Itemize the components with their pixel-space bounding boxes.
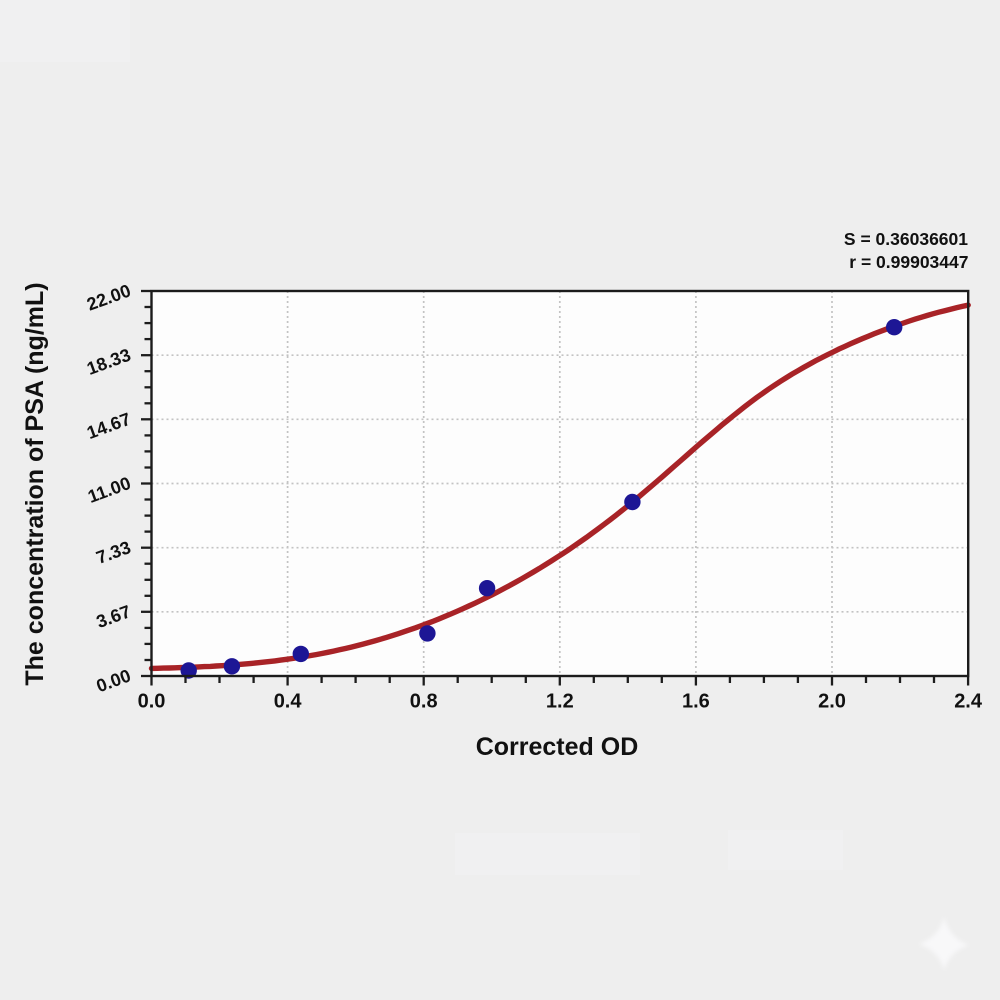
svg-text:1.6: 1.6 bbox=[682, 691, 710, 713]
svg-text:Corrected OD: Corrected OD bbox=[476, 733, 639, 761]
svg-text:0.0: 0.0 bbox=[138, 691, 166, 713]
svg-text:r = 0.99903447: r = 0.99903447 bbox=[849, 252, 968, 272]
svg-text:2.4: 2.4 bbox=[954, 691, 983, 713]
svg-text:0.4: 0.4 bbox=[274, 691, 303, 713]
svg-text:1.2: 1.2 bbox=[546, 691, 574, 713]
svg-text:0.8: 0.8 bbox=[410, 691, 438, 713]
svg-text:S = 0.36036601: S = 0.36036601 bbox=[844, 229, 968, 249]
svg-text:The concentration of PSA (ng/m: The concentration of PSA (ng/mL) bbox=[21, 282, 49, 685]
svg-text:2.0: 2.0 bbox=[818, 691, 846, 713]
